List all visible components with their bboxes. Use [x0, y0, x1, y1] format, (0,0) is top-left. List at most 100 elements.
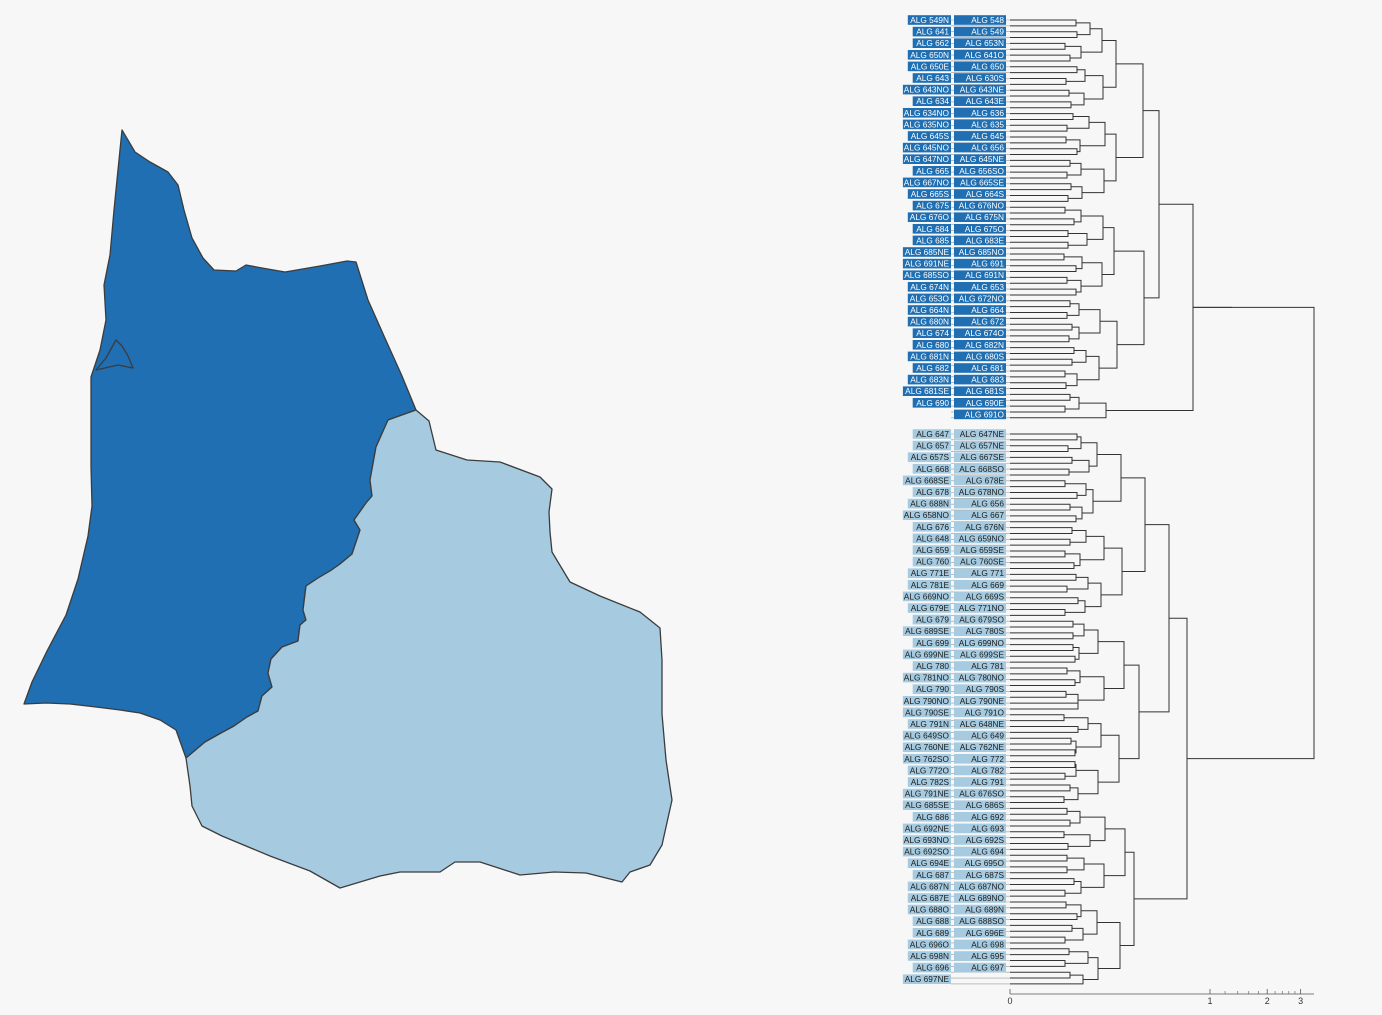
dendrogram-branch [1010, 492, 1078, 499]
dendrogram-branch [1010, 620, 1074, 628]
leaf-label-text: ALG 790S [966, 684, 1005, 694]
leaf-label-box [954, 870, 1006, 880]
leaf-label-right: ALG 692S [954, 835, 1006, 845]
leaf-label-text: ALG 771NO [959, 603, 1005, 613]
leaf-label-text: ALG 771 [971, 568, 1004, 578]
leaf-label-text: ALG 781E [911, 580, 950, 590]
leaf-label-right: ALG 672NO [954, 293, 1006, 303]
leaf-label-right: ALG 762NE [954, 742, 1006, 752]
dendrogram-branch [1010, 749, 1076, 757]
leaf-label-text: ALG 685 [916, 235, 949, 245]
dendrogram-branch [1010, 807, 1068, 815]
leaf-label-text: ALG 650 [971, 61, 1004, 71]
leaf-label-box [902, 258, 951, 269]
leaf-label-left: ALG 657 [912, 441, 951, 451]
dendrogram-branch [1081, 168, 1105, 194]
leaf-label-left: ALG 647 [912, 429, 951, 439]
leaf-label-box [912, 962, 951, 973]
leaf-label-text: ALG 676NO [959, 201, 1005, 211]
dendrogram-branch [1143, 110, 1160, 299]
leaf-label-text: ALG 679E [911, 603, 950, 613]
leaf-label-left: ALG 674N [907, 282, 951, 292]
leaf-label-text: ALG 656 [971, 143, 1004, 153]
leaf-label-right: ALG 691N [954, 270, 1006, 280]
leaf-label-text: ALG 680 [916, 340, 949, 350]
dendrogram-branch [1067, 857, 1085, 871]
leaf-label-text: ALG 699NE [905, 649, 950, 659]
dendrogram-branch [1010, 230, 1069, 237]
leaf-label-box [954, 108, 1006, 118]
leaf-label-right: ALG 667SE [954, 452, 1006, 462]
leaf-label-right: ALG 664S [954, 189, 1006, 199]
leaf-label-text: ALG 790 [916, 684, 949, 694]
leaf-label-text: ALG 647NE [960, 429, 1005, 439]
leaf-label-box [954, 270, 1006, 280]
leaf-label-box [912, 812, 951, 822]
leaf-label-text: ALG 680N [910, 317, 949, 327]
dendrogram-branch [1010, 480, 1066, 488]
leaf-label-right: ALG 682N [954, 340, 1006, 350]
leaf-label-left: ALG 650N [907, 50, 951, 60]
dendrogram-branch [1010, 54, 1071, 62]
leaf-label-left: ALG 679 [912, 615, 951, 625]
dendrogram-branch [1010, 445, 1069, 453]
leaf-label-right: ALG 699SE [954, 649, 1006, 659]
leaf-label-box [954, 154, 1006, 164]
dendrogram-root-branch [1187, 306, 1315, 760]
leaf-label-box [907, 939, 951, 950]
leaf-label-right: ALG 669 [954, 580, 1006, 590]
dendrogram-branch [1010, 402, 1107, 419]
leaf-label-text: ALG 687E [911, 893, 950, 903]
leaf-label-box [912, 464, 951, 474]
leaf-label-box [954, 73, 1006, 83]
leaf-label-left: ALG 687 [912, 870, 951, 880]
leaf-label-text: ALG 682 [916, 363, 949, 373]
dendrogram-branch [1106, 203, 1194, 411]
leaf-label-left: ALG 664N [907, 305, 951, 315]
dendrogram-branch [1010, 31, 1078, 39]
leaf-label-text: ALG 669S [966, 591, 1005, 601]
leaf-label-box [902, 270, 951, 280]
dendrogram-branch [1010, 89, 1070, 97]
leaf-label-box [954, 50, 1006, 60]
leaf-label-text: ALG 659SE [960, 545, 1004, 555]
leaf-label-right: ALG 693 [954, 823, 1006, 833]
leaf-label-box [954, 282, 1006, 292]
dendrogram-branch [1010, 913, 1078, 921]
leaf-label-text: ALG 678NO [959, 487, 1005, 497]
leaf-label-text: ALG 762NE [960, 742, 1005, 752]
leaf-label-text: ALG 636 [971, 108, 1004, 118]
leaf-label-right: ALG 649 [954, 731, 1006, 741]
leaf-label-text: ALG 665S [911, 189, 950, 199]
leaf-label-text: ALG 648NE [960, 719, 1005, 729]
leaf-label-text: ALG 762SO [904, 754, 949, 764]
dendrogram-branch [1067, 162, 1082, 176]
leaf-label-text: ALG 681N [910, 351, 949, 361]
leaf-label-box [902, 119, 951, 130]
dendrogram-branch [1010, 936, 1066, 944]
dendrogram-branch [1010, 503, 1071, 511]
leaf-label-box [907, 498, 951, 509]
leaf-label-right: ALG 683E [954, 235, 1006, 245]
leaf-label-right: ALG 635 [954, 119, 1006, 129]
dendrogram-branch [1078, 676, 1105, 701]
dendrogram-branch [1098, 641, 1125, 689]
leaf-label-text: ALG 782S [911, 777, 950, 787]
leaf-label-right: ALG 664 [954, 305, 1006, 315]
leaf-label-box [907, 858, 951, 868]
leaf-label-left: ALG 687E [907, 893, 951, 903]
leaf-label-text: ALG 645NE [960, 154, 1005, 164]
dendrogram-branch [1010, 948, 1070, 956]
leaf-label-text: ALG 694E [911, 858, 950, 868]
leaf-label-left: ALG 790 [912, 684, 951, 694]
leaf-label-box [907, 61, 951, 72]
leaf-label-text: ALG 647 [916, 429, 949, 439]
leaf-label-box [954, 142, 1006, 153]
leaf-label-text: ALG 691O [965, 409, 1005, 419]
leaf-label-left: ALG 648 [912, 533, 951, 543]
leaf-label-box [907, 777, 951, 787]
map-region-cluster-2[interactable] [185, 409, 673, 889]
leaf-label-box [912, 661, 951, 671]
leaf-label-text: ALG 672NO [959, 293, 1005, 303]
leaf-label-box [907, 881, 951, 892]
